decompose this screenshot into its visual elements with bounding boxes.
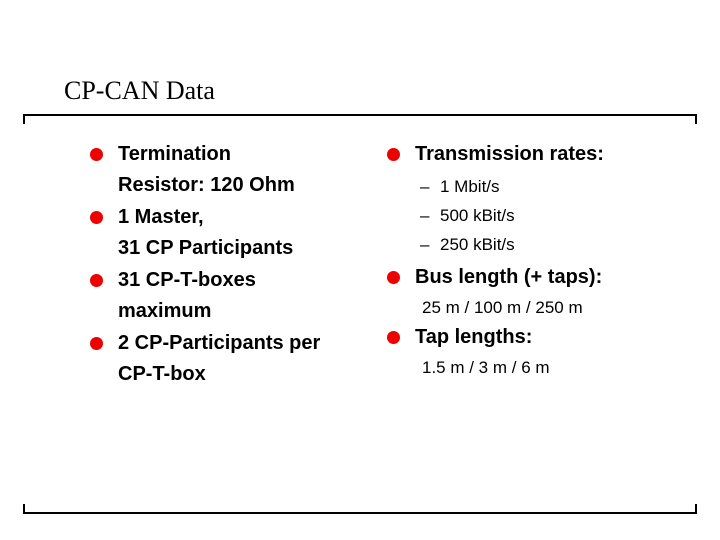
bullet-dot-icon bbox=[90, 148, 103, 161]
dash-marker: – bbox=[420, 235, 430, 254]
bullet-label: Transmission rates: bbox=[415, 143, 604, 165]
bullet-dot-icon bbox=[90, 274, 103, 287]
bullet-item-bus-length: Bus length (+ taps): bbox=[387, 262, 707, 293]
dash-marker: – bbox=[420, 206, 430, 225]
bullet-dot-icon bbox=[387, 271, 400, 284]
bullet-item-termination-resistor: Termination Resistor: 120 Ohm bbox=[90, 139, 385, 201]
tap-length-values: 1.5 m / 3 m / 6 m bbox=[422, 358, 550, 377]
transmission-rates-sublist: –1 Mbit/s –500 kBit/s –250 kBit/s bbox=[387, 172, 707, 259]
bullet-text: Termination Resistor: 120 Ohm bbox=[118, 143, 295, 196]
left-bullet-list: Termination Resistor: 120 Ohm 1 Master, … bbox=[90, 139, 385, 390]
bus-length-values: 25 m / 100 m / 250 m bbox=[422, 298, 583, 317]
top-rule bbox=[23, 114, 697, 124]
bottom-rule bbox=[23, 504, 697, 514]
bullet-text: 2 CP-Participants per CP-T-box bbox=[118, 332, 321, 385]
bullet-dot-icon bbox=[387, 331, 400, 344]
bullet-item-master-participants: 1 Master, 31 CP Participants bbox=[90, 202, 385, 264]
bullet-item-participants-per-box: 2 CP-Participants per CP-T-box bbox=[90, 328, 385, 390]
bullet-item-cpt-boxes: 31 CP-T-boxes maximum bbox=[90, 265, 385, 327]
sub-item-text: 1 Mbit/s bbox=[440, 177, 500, 196]
bullet-text: 31 CP-T-boxes maximum bbox=[118, 269, 256, 322]
right-bullet-list: Transmission rates: –1 Mbit/s –500 kBit/… bbox=[387, 139, 707, 382]
bullet-item-tap-lengths: Tap lengths: bbox=[387, 322, 707, 353]
sub-item-rate: –1 Mbit/s bbox=[387, 172, 707, 201]
bullet-label: Tap lengths: bbox=[415, 326, 533, 348]
sub-item-rate: –250 kBit/s bbox=[387, 230, 707, 259]
bullet-dot-icon bbox=[387, 148, 400, 161]
bullet-text: 1 Master, 31 CP Participants bbox=[118, 206, 294, 259]
sub-item-rate: –500 kBit/s bbox=[387, 201, 707, 230]
slide-title: CP-CAN Data bbox=[64, 76, 215, 105]
bullet-label: Bus length (+ taps): bbox=[415, 266, 603, 288]
bullet-item-transmission-rates: Transmission rates: bbox=[387, 139, 707, 170]
sub-item-text: 250 kBit/s bbox=[440, 235, 515, 254]
bullet-dot-icon bbox=[90, 211, 103, 224]
bullet-dot-icon bbox=[90, 337, 103, 350]
dash-marker: – bbox=[420, 177, 430, 196]
sub-item-text: 500 kBit/s bbox=[440, 206, 515, 225]
